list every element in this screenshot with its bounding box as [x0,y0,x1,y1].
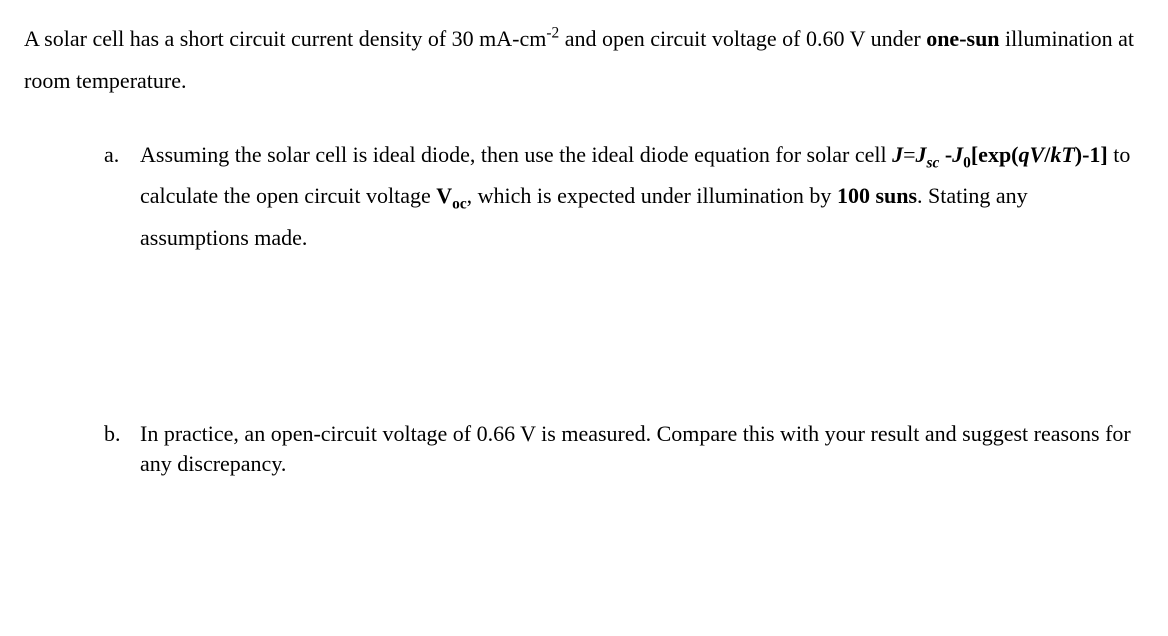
intro-exponent: -2 [546,25,559,42]
intro-text-pre: A solar cell has a short circuit current… [24,26,546,51]
eq-minus: - [939,142,952,167]
item-a-text-3: , which is expected under illumination b… [467,183,837,208]
intro-paragraph: A solar cell has a short circuit current… [24,18,1140,102]
item-a-text-1: Assuming the solar cell is ideal diode, … [140,142,892,167]
item-b-marker: b. [104,419,121,449]
item-b: b. In practice, an open-circuit voltage … [104,419,1140,478]
eq-J0-J: J [952,142,963,167]
eq-k: k [1050,142,1061,167]
intro-bold-onesun: one-sun [926,26,999,51]
eq-V: V [1030,142,1045,167]
eq-bracket-open: [exp( [971,142,1019,167]
question-list: a. Assuming the solar cell is ideal diod… [24,134,1140,479]
eq-equals: = [903,142,915,167]
intro-text-mid: and open circuit voltage of 0.60 V under [559,26,926,51]
eq-Jsc-J: J [916,142,927,167]
item-a-marker: a. [104,134,119,176]
voc-V: V [436,183,452,208]
item-a: a. Assuming the solar cell is ideal diod… [104,134,1140,259]
eq-J: J [892,142,903,167]
item-b-text: In practice, an open-circuit voltage of … [140,421,1131,476]
eq-T: T [1061,142,1074,167]
eq-bracket-close: )-1] [1075,142,1108,167]
eq-Jsc-sub: sc [927,154,940,171]
item-a-suns: 100 suns [837,183,917,208]
page: A solar cell has a short circuit current… [0,0,1168,478]
eq-J0-sub: 0 [963,154,971,171]
eq-q: q [1019,142,1030,167]
voc-sub: oc [452,196,467,213]
